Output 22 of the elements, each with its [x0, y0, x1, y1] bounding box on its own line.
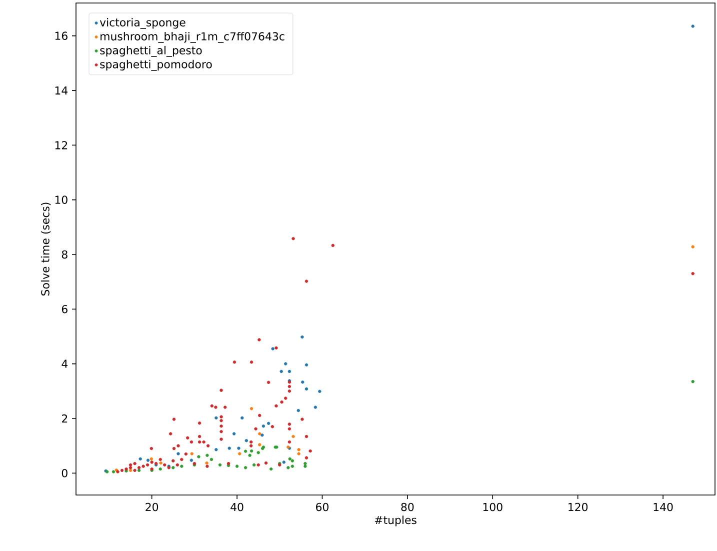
- y-axis-title: Solve time (secs): [40, 202, 51, 296]
- legend-label: victoria_sponge: [100, 18, 186, 29]
- y-tick-label: 16: [55, 32, 68, 40]
- y-tick-label: 2: [62, 414, 68, 423]
- x-axis-title: #tuples: [374, 516, 416, 526]
- y-tick-label: 6: [62, 304, 68, 314]
- y-tick-label: 8: [62, 250, 68, 259]
- y-tick-label: 10: [55, 196, 68, 204]
- legend-label: spaghetti_al_pesto: [100, 46, 202, 57]
- x-tick-label: 100: [483, 502, 502, 512]
- x-tick-label: 40: [230, 502, 244, 512]
- x-tick-label: 60: [316, 502, 328, 512]
- x-tick-label: 120: [568, 502, 588, 512]
- y-tick-label: 0: [62, 468, 68, 478]
- y-tick-label: 14: [55, 86, 68, 94]
- legend-label: mushroom_bhaji_r1m_c7ff07643c: [100, 32, 284, 43]
- x-tick-label: 140: [654, 502, 673, 512]
- y-tick-label: 4: [62, 360, 68, 368]
- legend-label: spaghetti_pomodoro: [100, 60, 212, 71]
- x-tick-label: 80: [401, 502, 414, 512]
- y-tick-label: 12: [55, 141, 68, 150]
- x-tick-label: 20: [146, 502, 158, 512]
